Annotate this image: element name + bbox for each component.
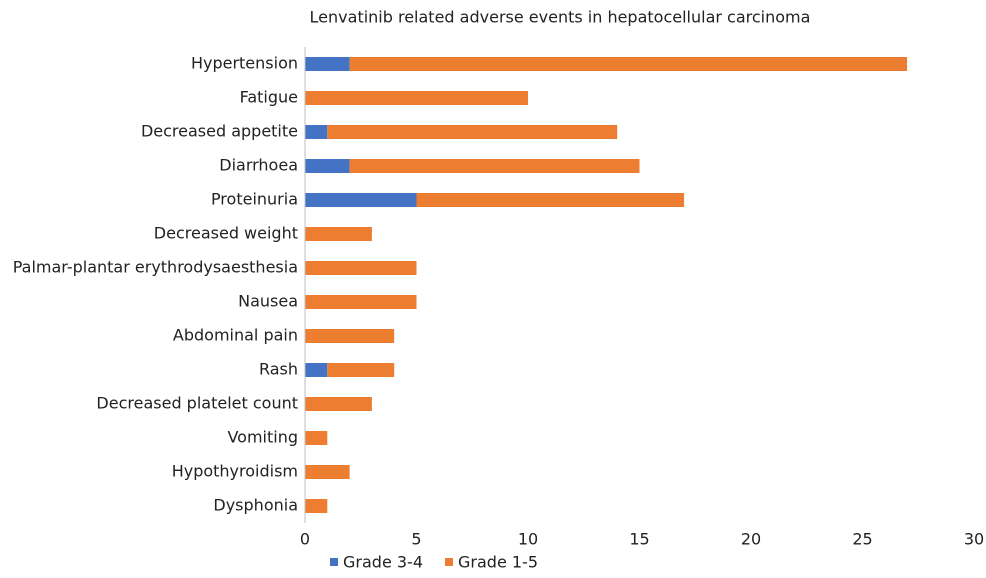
bar-segment [305, 431, 328, 445]
bar-segment [305, 91, 528, 105]
x-tick-label: 10 [518, 530, 538, 549]
y-tick-label: Abdominal pain [173, 326, 298, 345]
chart-title: Lenvatinib related adverse events in hep… [310, 8, 811, 27]
bar-segment [349, 57, 908, 71]
y-tick-label: Diarrhoea [219, 156, 298, 175]
x-tick-label: 0 [300, 530, 310, 549]
bar-segment [327, 363, 395, 377]
bar-segment [305, 397, 372, 411]
bar-segment [305, 57, 350, 71]
bar-segment [416, 193, 685, 207]
y-tick-label: Vomiting [227, 428, 298, 447]
y-tick-label: Dysphonia [213, 496, 298, 515]
y-tick-label: Decreased platelet count [96, 394, 298, 413]
y-tick-label: Fatigue [240, 88, 298, 107]
bar-segment [305, 159, 350, 173]
bar-segment [305, 125, 328, 139]
bar-segment [305, 193, 417, 207]
x-tick-label: 5 [411, 530, 421, 549]
legend-label: Grade 1-5 [458, 553, 538, 572]
legend-swatch [330, 558, 338, 566]
bar-segment [305, 261, 417, 275]
y-tick-label: Nausea [238, 292, 298, 311]
bar-segment [349, 159, 640, 173]
y-tick-label: Hypothyroidism [172, 462, 298, 481]
bar-segment [305, 329, 395, 343]
legend-swatch [445, 558, 453, 566]
bar-segment [305, 465, 350, 479]
x-tick-label: 30 [964, 530, 984, 549]
y-tick-label: Decreased weight [154, 224, 298, 243]
y-tick-label: Palmar-plantar erythrodysaesthesia [13, 258, 298, 277]
y-tick-label: Decreased appetite [141, 122, 298, 141]
bar-segment [305, 295, 417, 309]
bar-segment [327, 125, 618, 139]
x-tick-label: 25 [852, 530, 872, 549]
bar-segment [305, 499, 328, 513]
y-tick-label: Proteinuria [211, 190, 298, 209]
bar-segment [305, 227, 372, 241]
x-tick-label: 20 [741, 530, 761, 549]
y-tick-label: Rash [259, 360, 298, 379]
x-tick-label: 15 [629, 530, 649, 549]
y-tick-label: Hypertension [191, 54, 298, 73]
legend-label: Grade 3-4 [343, 553, 423, 572]
bar-segment [305, 363, 328, 377]
